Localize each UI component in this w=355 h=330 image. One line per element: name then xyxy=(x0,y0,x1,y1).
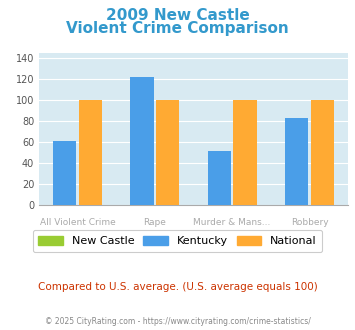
Bar xyxy=(53,141,76,205)
Bar xyxy=(285,118,308,205)
Bar xyxy=(130,77,154,205)
Text: Robbery: Robbery xyxy=(291,218,328,227)
Text: Aggravated Assault: Aggravated Assault xyxy=(110,232,199,241)
Text: 2009 New Castle: 2009 New Castle xyxy=(106,8,249,23)
Text: Rape: Rape xyxy=(143,218,166,227)
Bar xyxy=(78,100,102,205)
Text: © 2025 CityRating.com - https://www.cityrating.com/crime-statistics/: © 2025 CityRating.com - https://www.city… xyxy=(45,317,310,326)
Text: Violent Crime Comparison: Violent Crime Comparison xyxy=(66,21,289,36)
Bar xyxy=(311,100,334,205)
Bar xyxy=(233,100,257,205)
Text: Compared to U.S. average. (U.S. average equals 100): Compared to U.S. average. (U.S. average … xyxy=(38,282,317,292)
Text: Murder & Mans...: Murder & Mans... xyxy=(193,218,271,227)
Bar xyxy=(208,151,231,205)
Text: All Violent Crime: All Violent Crime xyxy=(39,218,115,227)
Bar xyxy=(156,100,179,205)
Legend: New Castle, Kentucky, National: New Castle, Kentucky, National xyxy=(33,230,322,252)
